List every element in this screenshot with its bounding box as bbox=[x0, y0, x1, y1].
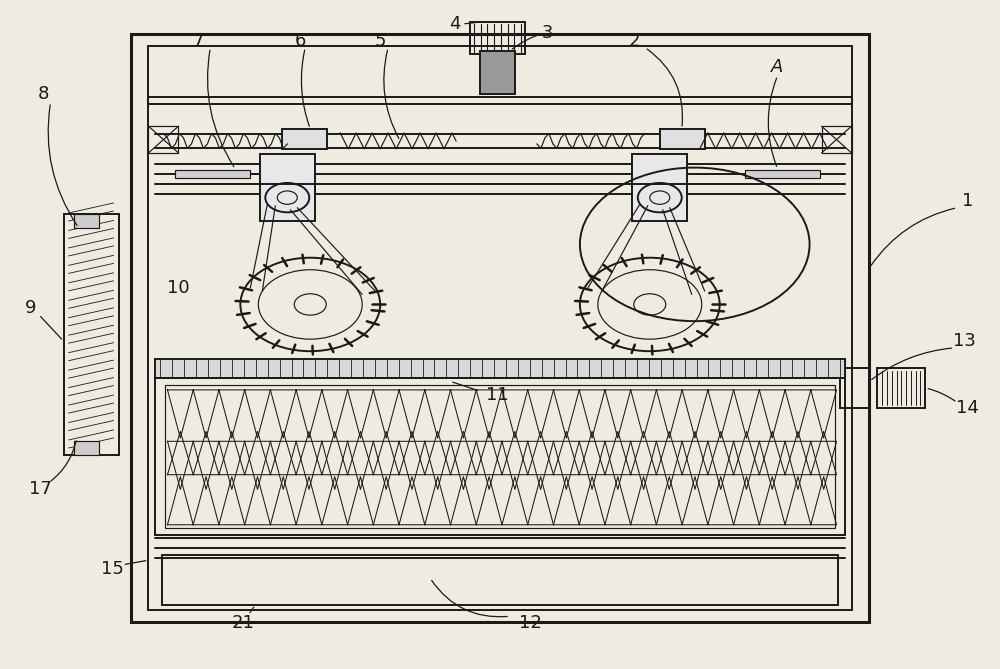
Bar bbox=[260, 155, 315, 187]
Bar bbox=[470, 22, 525, 54]
Bar bbox=[74, 442, 99, 455]
Bar bbox=[745, 170, 820, 177]
Bar bbox=[148, 46, 852, 609]
Text: 4: 4 bbox=[449, 15, 461, 33]
Bar bbox=[260, 184, 315, 221]
Text: 14: 14 bbox=[956, 399, 979, 417]
Bar bbox=[282, 129, 327, 149]
Bar bbox=[131, 34, 869, 622]
Bar bbox=[155, 378, 845, 535]
Bar bbox=[162, 555, 838, 605]
Text: 11: 11 bbox=[486, 385, 508, 403]
Text: 17: 17 bbox=[29, 480, 52, 498]
Bar bbox=[660, 129, 705, 149]
Text: 6: 6 bbox=[295, 31, 306, 50]
Text: 5: 5 bbox=[374, 31, 386, 50]
Bar bbox=[155, 359, 845, 378]
Text: 15: 15 bbox=[101, 561, 124, 579]
Text: A: A bbox=[771, 58, 784, 76]
Bar bbox=[877, 368, 925, 408]
Text: 10: 10 bbox=[167, 279, 190, 297]
Text: 12: 12 bbox=[519, 614, 541, 632]
Bar bbox=[632, 155, 687, 187]
Bar bbox=[840, 368, 869, 408]
Text: 13: 13 bbox=[953, 332, 976, 350]
Text: 1: 1 bbox=[962, 192, 973, 210]
Bar bbox=[480, 51, 515, 94]
Bar bbox=[165, 385, 835, 528]
Bar bbox=[822, 126, 852, 153]
Bar bbox=[632, 184, 687, 221]
Text: 3: 3 bbox=[542, 23, 554, 41]
Bar bbox=[64, 214, 119, 455]
Bar bbox=[148, 126, 178, 153]
Text: 9: 9 bbox=[25, 299, 36, 317]
Text: 2: 2 bbox=[629, 31, 641, 50]
Text: 7: 7 bbox=[193, 31, 204, 50]
Bar bbox=[175, 170, 250, 177]
Text: 21: 21 bbox=[232, 614, 255, 632]
Text: 8: 8 bbox=[38, 85, 49, 103]
Bar bbox=[74, 214, 99, 227]
